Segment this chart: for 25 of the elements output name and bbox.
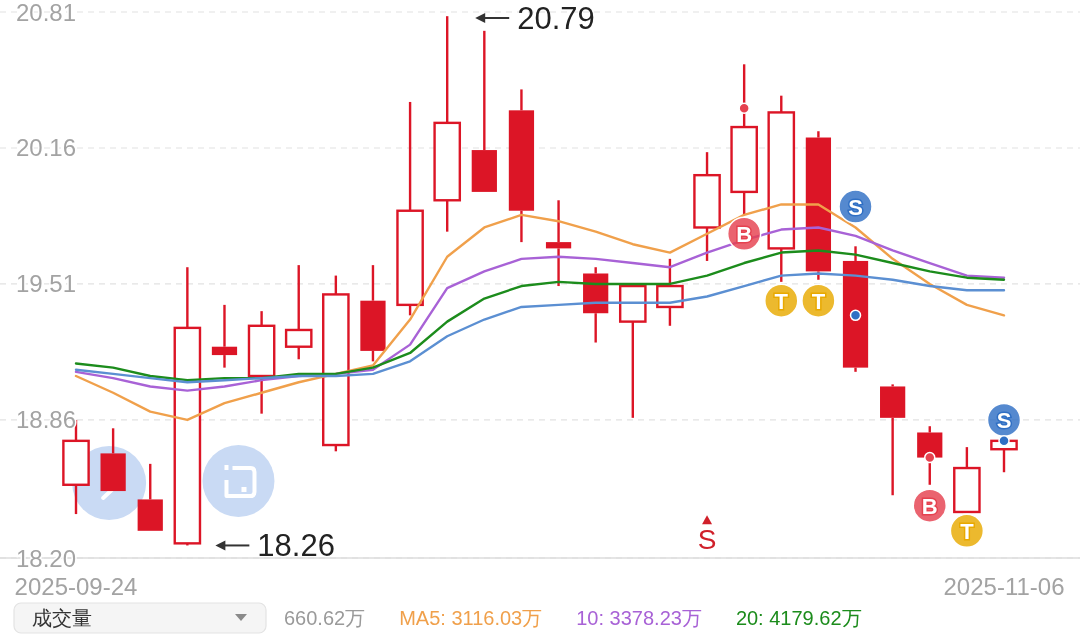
x-tick-label: 2025-11-06 <box>943 572 1065 600</box>
data-label: B <box>736 222 753 248</box>
y-tick-label: 18.86 <box>16 406 77 434</box>
y-tick-label: 20.81 <box>16 0 77 26</box>
y-tick-label: 18.20 <box>16 544 77 572</box>
text: 10: 3378.23万 <box>576 607 702 629</box>
data-label: S <box>848 195 863 221</box>
text: 成交量 <box>32 607 92 629</box>
point <box>849 309 862 322</box>
point <box>924 451 936 464</box>
point <box>738 102 750 114</box>
y-tick-label: 20.16 <box>16 134 77 162</box>
data-label: T <box>811 289 826 315</box>
y-tick-label: 19.51 <box>16 270 77 298</box>
data-label: T <box>960 519 975 545</box>
annotation: 20.79 <box>517 0 595 36</box>
data-label: T <box>774 289 789 315</box>
data-label: S <box>697 523 717 555</box>
text: 660.62万 <box>284 607 366 629</box>
text: MA5: 3116.03万 <box>399 607 543 629</box>
data-label: S <box>996 408 1012 434</box>
annotation: 18.26 <box>257 527 335 563</box>
text: 20: 4179.62万 <box>735 607 862 629</box>
data-label: B <box>921 494 938 520</box>
x-tick-label: 2025-09-24 <box>14 572 138 600</box>
